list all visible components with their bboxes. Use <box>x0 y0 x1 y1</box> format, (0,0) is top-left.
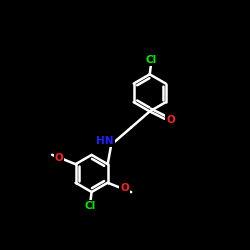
Text: Cl: Cl <box>145 55 156 65</box>
Text: O: O <box>120 184 129 194</box>
Text: Cl: Cl <box>85 201 96 211</box>
Text: HN: HN <box>96 136 114 146</box>
Text: O: O <box>166 115 175 125</box>
Text: O: O <box>54 154 63 164</box>
